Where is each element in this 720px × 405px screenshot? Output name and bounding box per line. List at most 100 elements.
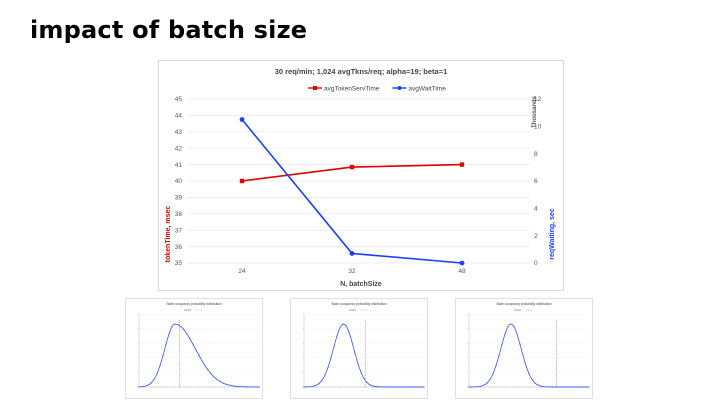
distribution-point xyxy=(522,354,524,357)
distribution-point xyxy=(582,386,584,388)
distribution-point xyxy=(384,386,386,388)
distribution-point xyxy=(501,343,503,345)
distribution-point xyxy=(180,326,182,328)
distribution-point xyxy=(381,386,383,388)
distribution-point xyxy=(372,385,374,387)
distribution-point xyxy=(312,385,314,387)
distribution-point xyxy=(342,323,344,325)
distribution-chart-2: State occupancy probability distribution xyxy=(290,298,428,399)
distribution-point xyxy=(375,386,377,388)
distribution-point xyxy=(183,329,185,331)
legend-label: avgTokenServTime xyxy=(324,86,380,93)
distribution-point xyxy=(504,333,506,335)
distribution-point xyxy=(420,386,422,388)
distribution-point xyxy=(519,343,521,345)
y2-tick-label: 0 xyxy=(534,260,538,267)
distribution-point xyxy=(150,382,152,384)
distribution-point xyxy=(585,386,587,388)
data-point-avgWaitTime xyxy=(239,117,245,122)
distribution-point xyxy=(360,371,362,373)
distribution-point xyxy=(153,378,155,380)
distribution-point xyxy=(474,386,476,388)
distribution-point xyxy=(318,383,320,385)
distribution-point xyxy=(249,386,251,388)
distribution-point xyxy=(495,365,497,367)
distribution-point xyxy=(552,386,554,388)
x-tick-label: 48 xyxy=(458,268,466,275)
distribution-point xyxy=(564,386,566,388)
distribution-point xyxy=(195,349,197,351)
y-tick-label: 45 xyxy=(175,96,183,103)
distribution-point xyxy=(492,373,494,375)
distribution-point xyxy=(165,343,167,345)
y-tick-label: 43 xyxy=(175,129,183,136)
distribution-point xyxy=(567,386,569,388)
distribution-point xyxy=(156,373,158,375)
distribution-point xyxy=(216,378,218,380)
distribution-point xyxy=(138,386,140,388)
distribution-point xyxy=(525,365,527,367)
distribution-point xyxy=(306,386,308,388)
y2-axis-label: reqWaiting, sec xyxy=(549,208,556,260)
chart-frame xyxy=(158,60,564,291)
distribution-point xyxy=(231,385,233,387)
legend-label: avgWaitTime xyxy=(408,86,446,93)
y2-axis-ticks: 0 2 4 6 8 10 12 xyxy=(534,96,542,267)
y-tick-label: 38 xyxy=(175,211,183,218)
y2-tick-label: 2 xyxy=(534,233,538,240)
y2-tick-label: 8 xyxy=(534,151,538,158)
distribution-point xyxy=(579,386,581,388)
distribution-point xyxy=(207,369,209,371)
y2-tick-label: 4 xyxy=(534,206,538,213)
distribution-point xyxy=(357,363,359,365)
distribution-point xyxy=(330,357,332,359)
distribution-point xyxy=(486,382,488,384)
distribution-point xyxy=(315,384,317,386)
distribution-point xyxy=(402,386,404,388)
distribution-point xyxy=(405,386,407,388)
distribution-point xyxy=(348,331,350,333)
main-chart: 30 req/min; 1,024 avgTkns/req; alpha=19;… xyxy=(158,60,564,291)
distribution-point xyxy=(144,385,146,387)
mini-chart-frame xyxy=(125,298,263,399)
y-axis-label: tokenTime, msec xyxy=(165,206,172,263)
distribution-point xyxy=(213,376,215,378)
distribution-point xyxy=(243,386,245,388)
distribution-point xyxy=(210,373,212,375)
y2-axis-unit: Thousands xyxy=(532,95,538,128)
x-tick-label: 24 xyxy=(238,268,246,275)
distribution-point xyxy=(543,386,545,388)
data-point-avgWaitTime xyxy=(459,260,465,266)
distribution-point xyxy=(252,386,254,388)
distribution-point xyxy=(489,378,491,380)
distribution-point xyxy=(192,343,194,345)
data-point-avgTokenServTime xyxy=(239,178,245,184)
y-tick-label: 40 xyxy=(175,178,183,185)
distribution-point xyxy=(345,325,347,327)
distribution-point xyxy=(387,386,389,388)
mini-chart-frame xyxy=(290,298,428,399)
distribution-point xyxy=(555,386,557,388)
distribution-point xyxy=(378,386,380,388)
y-tick-label: 36 xyxy=(175,244,183,251)
distribution-point xyxy=(204,365,206,367)
distribution-point xyxy=(417,386,419,388)
distribution-point xyxy=(147,384,149,386)
legend-marker xyxy=(313,86,317,90)
distribution-point xyxy=(390,386,392,388)
y2-tick-label: 12 xyxy=(534,96,542,103)
distribution-point xyxy=(336,335,338,337)
mini-chart-title: State occupancy probability distribution xyxy=(166,302,222,306)
mini-chart-title: State occupancy probability distribution xyxy=(331,302,387,306)
distribution-point xyxy=(141,386,143,388)
distribution-point xyxy=(558,386,560,388)
distribution-point xyxy=(171,326,173,328)
chart-title: 30 req/min; 1,024 avgTkns/req; alpha=19;… xyxy=(275,67,448,76)
distribution-point xyxy=(222,382,224,384)
distribution-point xyxy=(507,326,509,328)
distribution-point xyxy=(480,385,482,387)
distribution-point xyxy=(339,327,341,329)
slide-title: impact of batch size xyxy=(30,16,308,44)
distribution-point xyxy=(255,386,257,388)
distribution-point xyxy=(588,386,590,388)
